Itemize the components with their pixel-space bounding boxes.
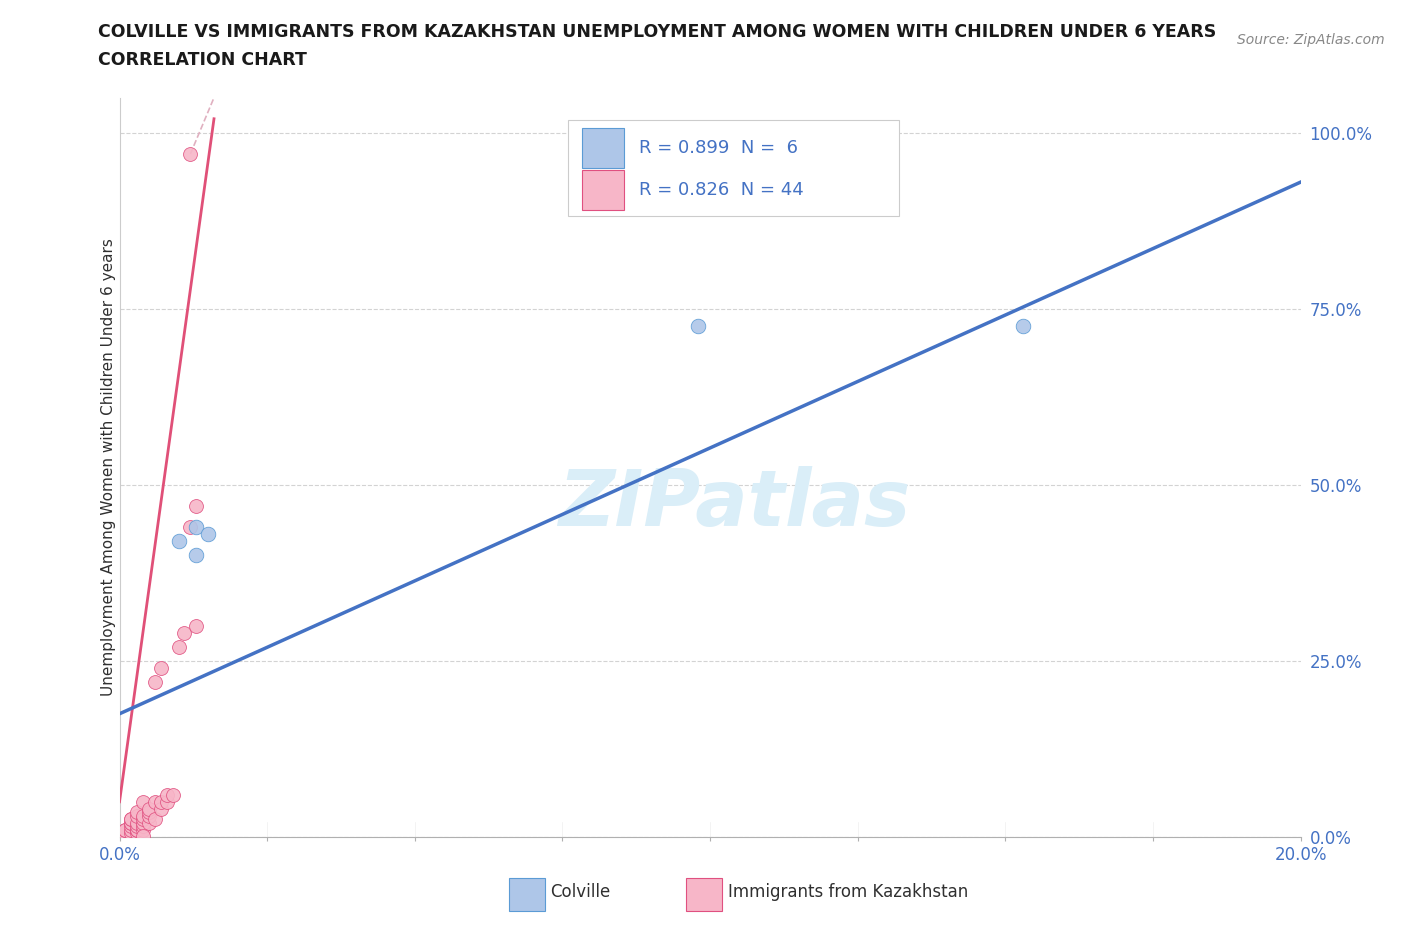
Point: [173, 625, 195, 640]
Point: [127, 822, 149, 837]
Point: [120, 812, 142, 827]
Point: [186, 498, 208, 513]
Point: [138, 808, 160, 823]
Point: [156, 794, 179, 809]
Point: [186, 618, 208, 633]
Point: [167, 534, 190, 549]
Point: [120, 816, 142, 830]
Text: ZIPatlas: ZIPatlas: [558, 466, 910, 542]
Point: [132, 819, 155, 834]
Point: [138, 805, 160, 820]
Text: Source: ZipAtlas.com: Source: ZipAtlas.com: [1237, 33, 1385, 46]
Point: [688, 319, 710, 334]
Text: COLVILLE VS IMMIGRANTS FROM KAZAKHSTAN UNEMPLOYMENT AMONG WOMEN WITH CHILDREN UN: COLVILLE VS IMMIGRANTS FROM KAZAKHSTAN U…: [98, 23, 1216, 41]
Point: [149, 802, 172, 817]
Bar: [686, 878, 721, 911]
Point: [186, 548, 208, 563]
Bar: [582, 170, 624, 210]
Point: [167, 640, 190, 655]
Text: R = 0.826  N = 44: R = 0.826 N = 44: [640, 181, 804, 199]
Point: [162, 788, 184, 803]
Point: [149, 794, 172, 809]
Point: [197, 526, 219, 541]
Point: [179, 520, 201, 535]
Point: [132, 794, 155, 809]
Point: [120, 822, 142, 837]
Text: Immigrants from Kazakhstan: Immigrants from Kazakhstan: [728, 884, 967, 901]
Point: [127, 826, 149, 841]
Point: [143, 674, 166, 689]
Bar: [582, 127, 624, 168]
Point: [156, 788, 179, 803]
Point: [143, 812, 166, 827]
Y-axis label: Unemployment Among Women with Children Under 6 years: Unemployment Among Women with Children U…: [101, 238, 115, 697]
Point: [132, 816, 155, 830]
Point: [132, 822, 155, 837]
Point: [1012, 319, 1035, 334]
Point: [132, 812, 155, 827]
Point: [138, 802, 160, 817]
Point: [138, 816, 160, 830]
Point: [132, 808, 155, 823]
Bar: [509, 878, 544, 911]
Point: [114, 822, 136, 837]
Point: [120, 816, 142, 830]
Text: CORRELATION CHART: CORRELATION CHART: [98, 51, 308, 69]
Point: [132, 829, 155, 844]
Text: R = 0.899  N =  6: R = 0.899 N = 6: [640, 139, 799, 157]
Text: Colville: Colville: [551, 884, 610, 901]
Point: [127, 819, 149, 834]
Point: [114, 826, 136, 841]
Point: [114, 822, 136, 837]
Point: [127, 805, 149, 820]
Point: [143, 794, 166, 809]
Point: [120, 812, 142, 827]
Point: [114, 826, 136, 841]
FancyBboxPatch shape: [568, 120, 898, 216]
Point: [127, 822, 149, 837]
Point: [179, 147, 201, 162]
Point: [127, 816, 149, 830]
Point: [120, 819, 142, 834]
Point: [186, 520, 208, 535]
Point: [127, 808, 149, 823]
Point: [149, 660, 172, 675]
Point: [120, 826, 142, 841]
